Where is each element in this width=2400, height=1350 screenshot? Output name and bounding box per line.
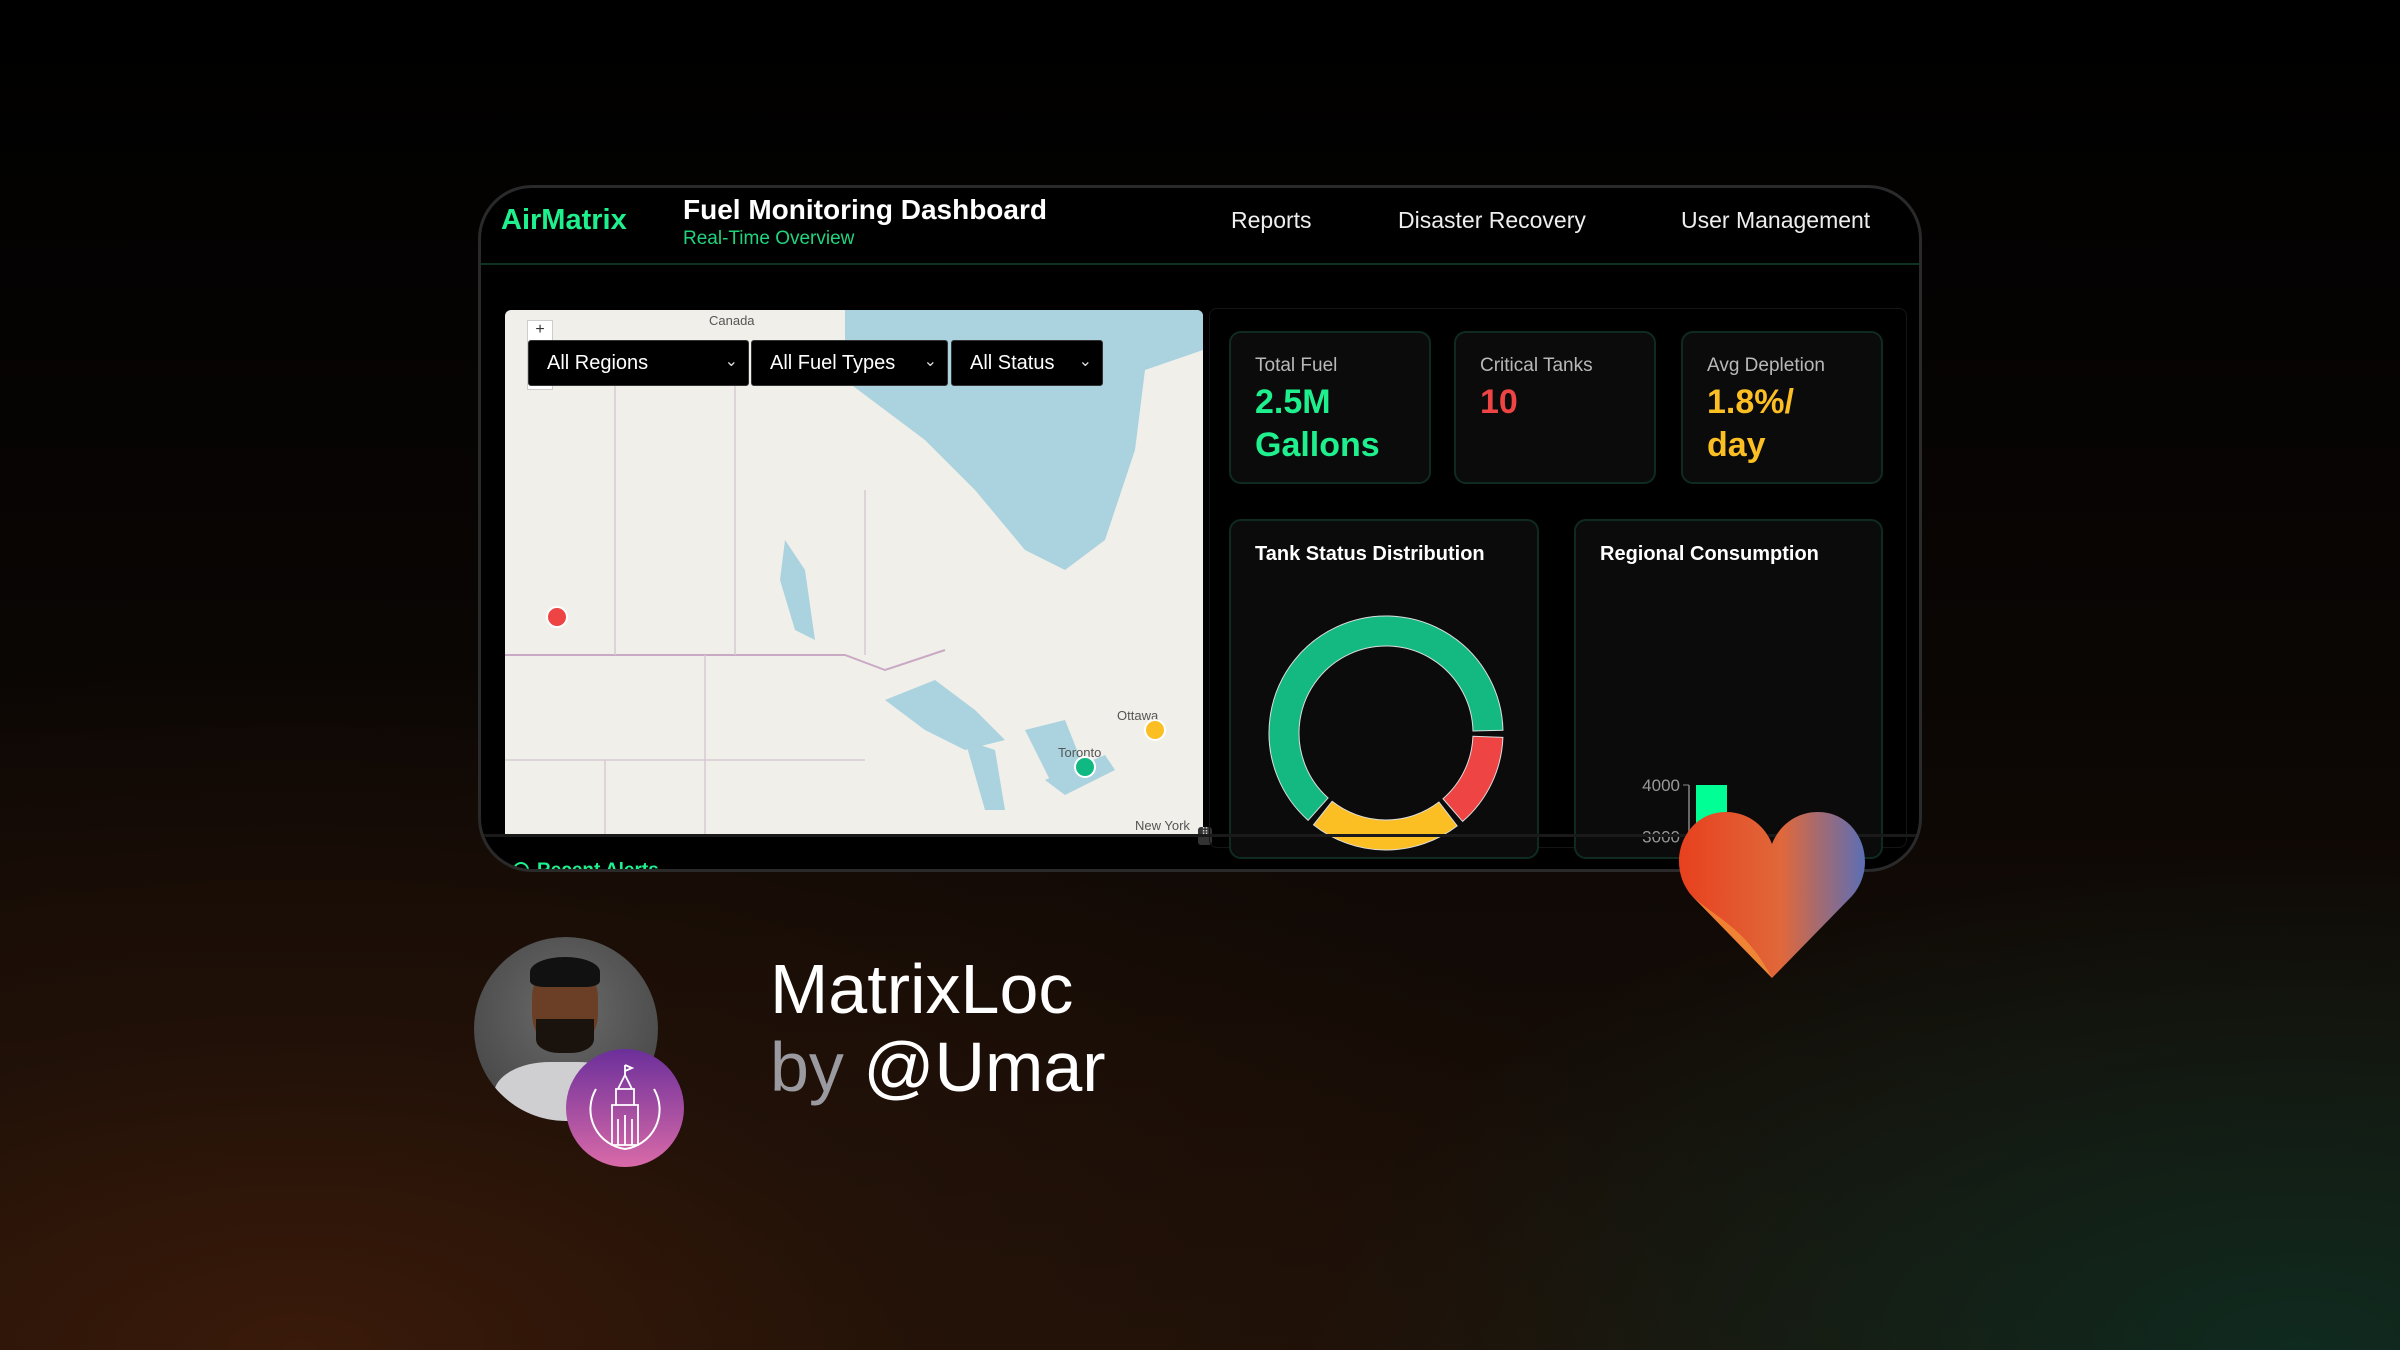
stat-card-avg-depletion: Avg Depletion 1.8%/ day bbox=[1681, 331, 1883, 484]
status-select-value: All Status bbox=[970, 352, 1055, 374]
map-marker-critical[interactable] bbox=[546, 606, 568, 628]
chart-title: Regional Consumption bbox=[1600, 543, 1819, 565]
lake-huron bbox=[1025, 720, 1085, 780]
header-divider bbox=[481, 263, 1919, 265]
border-line bbox=[505, 649, 946, 672]
donut-chart bbox=[1268, 615, 1504, 851]
donut-slice-warning[interactable] bbox=[1312, 800, 1458, 851]
page-title: Fuel Monitoring Dashboard bbox=[683, 194, 1047, 225]
stat-value: 10 bbox=[1480, 383, 1518, 421]
lake-superior bbox=[885, 680, 1005, 750]
stat-value: 1.8%/ day bbox=[1707, 383, 1794, 464]
app-logo[interactable]: AirMatrix bbox=[501, 204, 627, 236]
region-select[interactable]: All Regions ⌄ bbox=[528, 340, 749, 386]
regional-consumption-card: Regional Consumption 01000200030004000Mi… bbox=[1574, 519, 1883, 861]
chart-title: Tank Status Distribution bbox=[1255, 543, 1485, 565]
alert-icon bbox=[513, 862, 529, 869]
author-handle: @Umar bbox=[863, 1028, 1106, 1106]
page-subtitle: Real-Time Overview bbox=[683, 228, 855, 249]
map-label-ottawa: Ottawa bbox=[1117, 708, 1159, 723]
recent-alerts-heading[interactable]: Recent Alerts bbox=[537, 860, 659, 872]
by-text: by bbox=[770, 1028, 844, 1106]
stat-label: Avg Depletion bbox=[1707, 355, 1825, 376]
map-label-canada: Canada bbox=[709, 313, 755, 328]
map-marker-normal[interactable] bbox=[1074, 756, 1096, 778]
heart-icon bbox=[1679, 812, 1865, 978]
donut-slice-critical[interactable] bbox=[1442, 735, 1504, 823]
lake-winnipeg bbox=[780, 540, 815, 640]
nav-user-management[interactable]: User Management bbox=[1681, 207, 1871, 233]
region-select-value: All Regions bbox=[547, 352, 649, 374]
donut-slice-normal[interactable] bbox=[1268, 615, 1504, 822]
status-select[interactable]: All Status ⌄ bbox=[951, 340, 1103, 386]
fuel-type-select-value: All Fuel Types bbox=[770, 352, 896, 374]
author-line: by @Umar bbox=[770, 1028, 1106, 1106]
product-name: MatrixLoc bbox=[770, 950, 1074, 1028]
footer-divider bbox=[481, 834, 1919, 837]
chevron-down-icon: ⌄ bbox=[923, 353, 937, 370]
chevron-down-icon: ⌄ bbox=[724, 353, 738, 370]
map-marker-warning[interactable] bbox=[1144, 719, 1166, 741]
fuel-type-select[interactable]: All Fuel Types ⌄ bbox=[751, 340, 948, 386]
stat-label: Total Fuel bbox=[1255, 355, 1338, 376]
tower-icon bbox=[589, 1064, 661, 1151]
map-label-new-york: New York bbox=[1135, 818, 1190, 833]
chevron-down-icon: ⌄ bbox=[1078, 353, 1092, 370]
lake-michigan bbox=[965, 740, 1005, 810]
badge-logo bbox=[566, 1049, 684, 1167]
dashboard-window: AirMatrix Fuel Monitoring Dashboard Real… bbox=[478, 185, 1922, 872]
tank-status-card: Tank Status Distribution bbox=[1229, 519, 1539, 859]
map[interactable]: + Canada Ottawa Toronto New York All Reg… bbox=[505, 310, 1203, 834]
stats-panel bbox=[1209, 308, 1907, 848]
y-tick-label: 4000 bbox=[1642, 776, 1680, 795]
province-lines bbox=[505, 370, 866, 834]
map-label-toronto: Toronto bbox=[1058, 745, 1102, 760]
stat-label: Critical Tanks bbox=[1480, 355, 1593, 376]
stat-card-critical-tanks: Critical Tanks 10 bbox=[1454, 331, 1656, 484]
nav-reports[interactable]: Reports bbox=[1231, 207, 1312, 233]
stat-value: 2.5M Gallons bbox=[1255, 383, 1380, 464]
stat-card-total-fuel: Total Fuel 2.5M Gallons bbox=[1229, 331, 1431, 484]
nav-disaster-recovery[interactable]: Disaster Recovery bbox=[1398, 207, 1586, 233]
